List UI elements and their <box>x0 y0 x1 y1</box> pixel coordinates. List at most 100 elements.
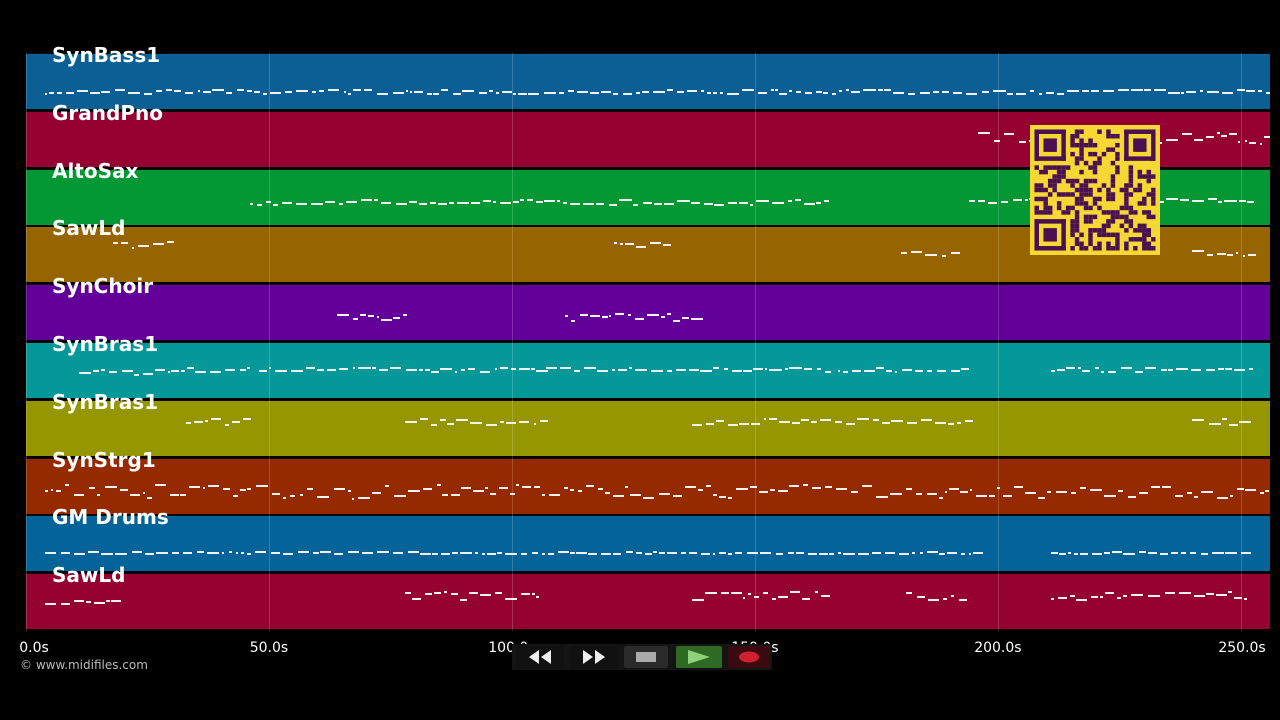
note <box>77 89 88 92</box>
note <box>60 602 70 605</box>
note <box>641 91 649 94</box>
track-label: SynStrg1 <box>52 447 156 472</box>
note <box>1108 370 1116 373</box>
note <box>832 92 836 95</box>
note <box>108 371 118 374</box>
fast-forward-button[interactable] <box>570 646 618 668</box>
note <box>820 595 830 598</box>
note <box>703 202 714 205</box>
note <box>104 486 118 489</box>
note <box>196 551 205 554</box>
note <box>1159 552 1169 555</box>
note <box>470 421 482 424</box>
note <box>86 600 91 603</box>
note <box>734 551 743 554</box>
record-button[interactable] <box>728 646 770 668</box>
note <box>667 313 672 316</box>
gridline <box>268 53 270 631</box>
note <box>619 198 632 201</box>
note <box>1150 486 1160 489</box>
note <box>688 551 697 554</box>
note <box>924 253 938 256</box>
note <box>1127 495 1136 498</box>
note <box>423 487 432 490</box>
stop-button[interactable] <box>624 646 668 668</box>
note <box>236 552 239 555</box>
note <box>681 317 690 320</box>
note <box>186 421 192 424</box>
track-label: SynChoir <box>52 274 154 299</box>
note <box>763 418 766 421</box>
note <box>1001 201 1009 204</box>
rewind-button[interactable] <box>516 646 564 668</box>
note <box>338 203 343 206</box>
note <box>473 490 484 493</box>
note <box>520 199 525 201</box>
note <box>956 421 962 424</box>
note <box>113 241 118 244</box>
note <box>228 551 232 554</box>
note <box>405 420 417 423</box>
note <box>548 552 554 555</box>
note <box>430 370 439 373</box>
note <box>667 551 678 554</box>
note <box>1227 253 1233 256</box>
note <box>403 313 407 316</box>
note <box>642 201 653 204</box>
note <box>823 92 828 95</box>
qr-code <box>1030 125 1160 255</box>
note <box>362 551 374 554</box>
note <box>1089 489 1103 492</box>
note <box>706 484 712 487</box>
note <box>601 90 611 93</box>
note <box>863 89 876 92</box>
note <box>558 91 564 94</box>
note <box>246 90 252 93</box>
time-tick-label: 200.0s <box>974 640 1022 656</box>
note <box>1259 142 1262 145</box>
note <box>105 600 110 603</box>
note <box>769 488 775 491</box>
gridline <box>754 53 756 631</box>
note <box>1082 369 1091 372</box>
note <box>612 553 621 556</box>
note <box>485 487 488 490</box>
note <box>936 369 947 372</box>
note <box>408 201 417 204</box>
note <box>515 484 520 487</box>
note <box>419 369 424 372</box>
note <box>720 591 729 594</box>
note <box>727 497 732 500</box>
note <box>90 91 100 94</box>
note <box>129 494 141 497</box>
note <box>851 91 861 94</box>
note <box>257 203 262 206</box>
note <box>609 314 612 317</box>
note <box>625 242 635 245</box>
note <box>585 484 594 487</box>
note <box>1074 553 1078 556</box>
note <box>1215 594 1227 597</box>
note <box>263 92 268 95</box>
note <box>311 91 317 94</box>
note <box>405 592 411 595</box>
note <box>1103 90 1114 93</box>
note <box>92 369 99 372</box>
note <box>368 315 375 318</box>
note <box>377 551 390 554</box>
note <box>1234 596 1243 599</box>
note <box>1205 135 1214 138</box>
note <box>333 553 344 556</box>
note <box>310 202 323 205</box>
note <box>1190 552 1197 555</box>
note <box>101 90 111 93</box>
note <box>756 200 769 203</box>
note <box>430 424 438 427</box>
note <box>774 89 778 92</box>
note <box>1016 92 1027 95</box>
note <box>916 595 925 598</box>
note <box>958 598 967 601</box>
note <box>777 489 789 492</box>
play-button[interactable] <box>676 646 722 668</box>
note <box>1003 494 1012 497</box>
